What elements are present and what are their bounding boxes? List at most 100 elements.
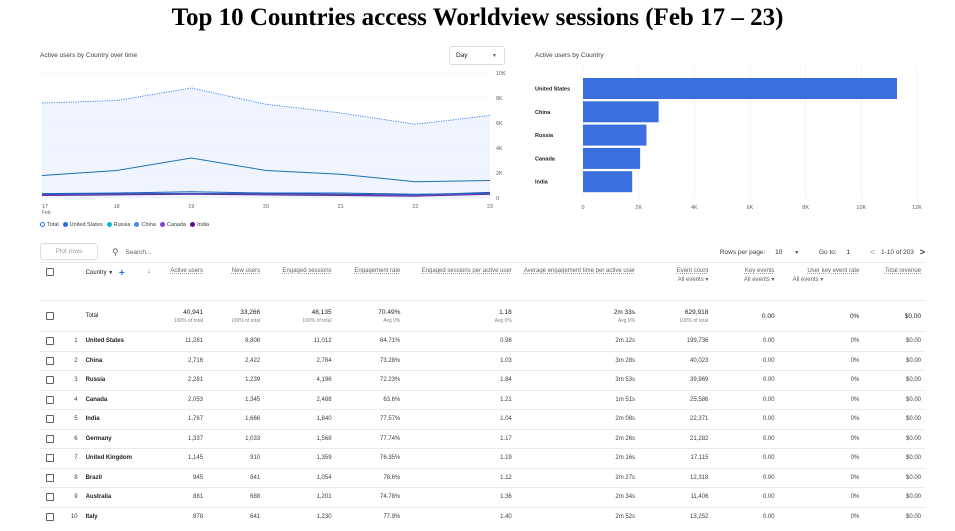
row-country[interactable]: China	[81, 350, 155, 371]
series-line-canada[interactable]	[41, 193, 491, 197]
legend-dot-icon	[159, 222, 165, 227]
row-country[interactable]: Russia	[81, 370, 155, 390]
row-checkbox-cell	[40, 506, 64, 527]
row-key-events: 0.00	[712, 448, 779, 468]
add-dimension-icon[interactable]: +	[118, 268, 125, 279]
prev-page-icon[interactable]: <	[869, 247, 876, 257]
avg-engagement-header[interactable]: Average engagement time per active user	[515, 262, 640, 301]
engagement-rate-header[interactable]: Engagement rate	[335, 262, 405, 301]
y-tick-label: 2K	[496, 171, 503, 177]
table-row[interactable]: 2 China 2,716 2,422 2,784 73.28% 1.03 3m 28s 40,…	[40, 350, 925, 371]
key-events-header[interactable]: Key events All events ▾	[712, 262, 779, 301]
legend-item[interactable]: United States	[62, 222, 103, 228]
event-count-header[interactable]: Event count All events ▾	[639, 262, 713, 301]
table-row[interactable]: 9 Australia 881 688 1,201 74.78% 1.36 2m 34s 11,…	[40, 487, 925, 507]
series-line-total[interactable]	[41, 87, 491, 125]
user-key-event-rate-header[interactable]: User key event rate All events ▾	[778, 262, 864, 301]
row-country[interactable]: United Kingdom	[81, 448, 155, 468]
next-page-icon[interactable]: >	[919, 247, 925, 257]
row-engaged-per-user: 1.36	[404, 487, 516, 507]
row-country[interactable]: Australia	[81, 487, 155, 507]
bar[interactable]	[583, 101, 659, 123]
key-events-filter-select[interactable]: All events ▾	[743, 277, 775, 283]
plot-rows-button[interactable]: Plot rows	[40, 243, 98, 260]
row-checkbox[interactable]	[46, 356, 54, 365]
bar-category-label: Russia	[535, 133, 554, 139]
bar[interactable]	[583, 171, 633, 193]
total-revenue-header[interactable]: Total revenue	[863, 262, 925, 301]
row-checkbox[interactable]	[46, 337, 54, 346]
series-line-india[interactable]	[41, 193, 491, 197]
range-select[interactable]: Day ▼	[449, 46, 505, 65]
table-row[interactable]: 8 Brazil 945 841 1,054 78.6% 1.12 2m 27s 12,318 0…	[40, 467, 925, 488]
engaged-sessions-header[interactable]: Engaged sessions	[264, 262, 336, 301]
row-checkbox[interactable]	[46, 415, 54, 424]
row-checkbox[interactable]	[46, 493, 54, 502]
event-filter-select[interactable]: All events ▾	[677, 277, 709, 283]
total-label: Total	[81, 300, 155, 332]
ukr-filter-select[interactable]: All events ▾	[792, 277, 824, 283]
legend-item[interactable]: Total	[40, 222, 59, 228]
country-header[interactable]: Country ▼ + ↓	[81, 262, 155, 301]
legend-item[interactable]: Canada	[159, 222, 186, 228]
legend-item[interactable]: China	[134, 222, 156, 228]
search-input[interactable]: Search...	[125, 249, 152, 256]
row-checkbox[interactable]	[46, 434, 54, 443]
row-engaged-per-user: 1.17	[404, 428, 516, 449]
row-checkbox-cell	[40, 350, 64, 371]
page-title: Top 10 Countries access Worldview sessio…	[171, 4, 784, 31]
sort-arrow-icon[interactable]: ↓	[147, 268, 151, 275]
table-row[interactable]: 6 Germany 1,337 1,033 1,568 77.74% 1.17 2m 26s 2…	[40, 428, 925, 449]
row-event-count: 13,252	[639, 506, 713, 527]
table-row[interactable]: 10 Italy 878 641 1,230 77.9% 1.40 2m 52s 13,252 0…	[40, 506, 925, 527]
table-row[interactable]: 4 Canada 2,053 1,345 2,488 63.6% 1.21 1m 51s 25,…	[40, 389, 925, 410]
legend-item[interactable]: India	[190, 222, 209, 228]
row-checkbox[interactable]	[46, 513, 54, 521]
row-checkbox[interactable]	[46, 395, 54, 404]
rows-per-page-select[interactable]: 10	[775, 249, 783, 256]
series-line-russia[interactable]	[41, 191, 491, 196]
series-line-us[interactable]	[41, 157, 491, 183]
legend-item[interactable]: Russia	[106, 222, 130, 228]
table-row[interactable]: 1 United States 11,281 8,808 11,012 64.71% 0.9…	[40, 331, 925, 351]
search-box[interactable]: ⚲ Search...	[112, 247, 151, 258]
country-dimension-select[interactable]: Country	[85, 270, 107, 276]
new-users-header[interactable]: New users	[207, 262, 265, 301]
engaged-per-user-header[interactable]: Engaged sessions per active user	[404, 262, 516, 301]
x-tick-label: 23	[487, 204, 493, 210]
row-checkbox[interactable]	[46, 473, 54, 482]
row-checkbox[interactable]	[46, 312, 54, 320]
row-country[interactable]: United States	[81, 331, 155, 351]
active-users-header[interactable]: Active users	[154, 262, 208, 301]
row-new-users: 688	[207, 487, 265, 507]
goto-input[interactable]: 1	[846, 249, 851, 256]
row-engaged-sessions: 1,840	[264, 409, 336, 429]
bar[interactable]	[583, 78, 897, 99]
row-country[interactable]: Italy	[81, 506, 155, 527]
table-row[interactable]: 7 United Kingdom 1,145 910 1,359 76.35% 1.19 2m…	[40, 448, 925, 468]
select-all-checkbox[interactable]	[46, 268, 54, 276]
row-engaged-sessions: 1,359	[264, 448, 336, 468]
bar[interactable]	[583, 124, 647, 146]
x-tick-label: 10K	[856, 205, 866, 211]
row-checkbox[interactable]	[46, 376, 54, 385]
row-checkbox[interactable]	[46, 454, 54, 463]
row-country[interactable]: Canada	[81, 389, 155, 410]
table-row[interactable]: 5 India 1,767 1,666 1,840 77.57% 1.04 2m 08s 22,…	[40, 409, 925, 429]
row-country[interactable]: India	[81, 409, 155, 429]
row-country[interactable]: Germany	[81, 428, 155, 449]
row-engaged-sessions: 1,568	[264, 428, 336, 449]
bar[interactable]	[583, 147, 641, 169]
caret-down-icon[interactable]: ▼	[794, 250, 800, 256]
row-avg-engagement: 2m 26s	[515, 428, 640, 449]
total-checkbox-cell	[40, 300, 64, 332]
bar-category-label: United States	[535, 87, 570, 93]
row-index: 4	[63, 389, 82, 410]
search-icon: ⚲	[112, 247, 119, 257]
caret-down-icon[interactable]: ▼	[108, 270, 114, 276]
series-line-china[interactable]	[41, 191, 491, 195]
row-country[interactable]: Brazil	[81, 467, 155, 488]
row-active-users: 2,281	[154, 370, 208, 390]
row-user-key-event-rate: 0%	[778, 506, 864, 527]
table-row[interactable]: 3 Russia 2,281 1,239 4,196 72.23% 1.84 3m 53s 39…	[40, 370, 925, 390]
